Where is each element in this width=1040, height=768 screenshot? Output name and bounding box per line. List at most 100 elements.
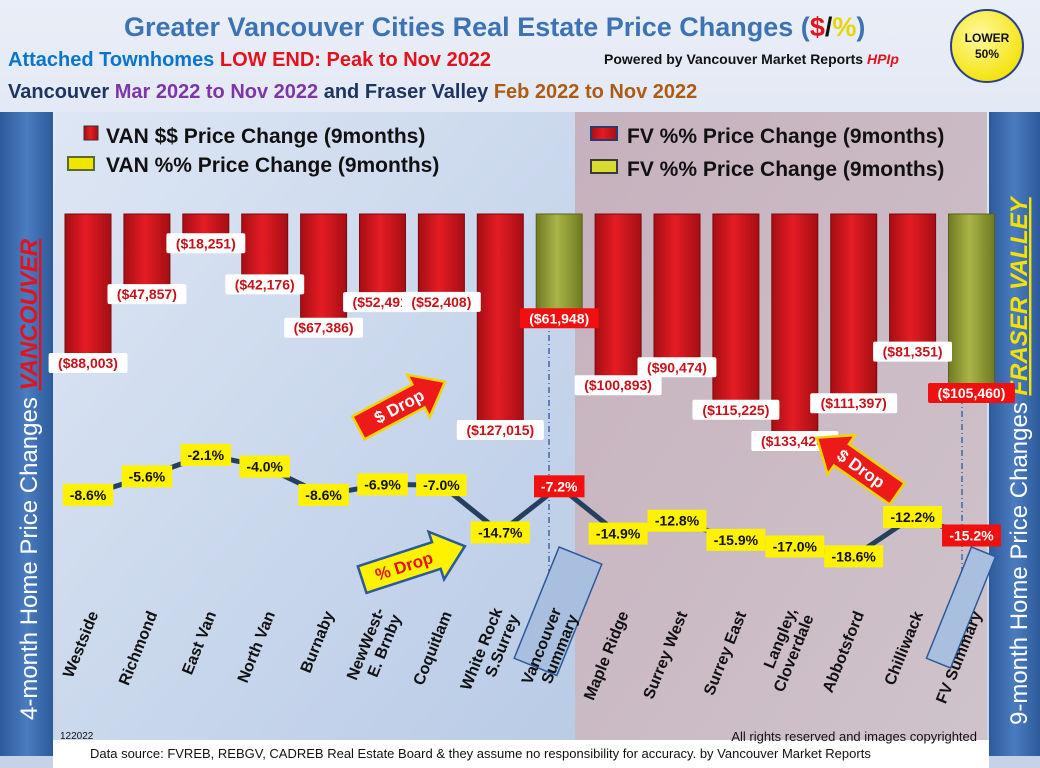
bar-white-rock-s-surrey [476,213,524,433]
percent-label-burnaby: -8.6% [298,483,349,506]
dollar-label-coquitlam: ($52,408) [401,291,481,312]
right-side-title: 9-month Home Price Changes FRASER VALLEY [1006,195,1033,725]
bar-surrey-east [712,213,760,413]
dollar-label-vancouver-summary: ($61,948) [519,308,599,329]
percent-value-fv-summary: -15.2% [949,528,994,544]
bar-richmond [123,213,171,297]
dollar-bars [64,213,995,444]
bar-chilliwack [889,213,937,355]
footer-code: 122022 [60,731,94,742]
percent-label-chilliwack: -12.2% [883,506,943,528]
percent-label-surrey-east: -15.9% [706,528,766,551]
legend-swatch-van-pct [67,156,95,171]
subtitle-periods: Vancouver Mar 2022 to Nov 2022 and Frase… [8,81,697,103]
bar-fv-summary [948,213,995,396]
percent-value-vancouver-summary: -7.2% [541,478,578,494]
percent-label-westside: -8.6% [62,483,114,506]
dollar-label-surrey-west: ($90,474) [637,357,717,378]
bar-maple-ridge [594,213,642,388]
badge-line2: 50% [975,47,999,61]
dollar-value-white-rock-s-surrey: ($127,015) [466,422,534,438]
percent-label-vancouver-summary: -7.2% [534,475,585,498]
percent-value-north-van: -4.0% [246,459,283,475]
percent-value-westside: -8.6% [70,487,107,503]
percent-value-richmond: -5.6% [129,468,166,484]
bar-vancouver-summary [535,213,583,321]
percent-label-newwest-e-brnby: -6.9% [357,473,408,496]
dollar-value-maple-ridge: ($100,893) [584,377,652,393]
dollar-label-white-rock-s-surrey: ($127,015) [456,420,544,440]
dollar-label-east-van: ($18,251) [166,233,246,254]
percent-value-east-van: -2.1% [188,447,225,463]
percent-label-east-van: -2.1% [180,443,232,466]
dollar-label-richmond: ($47,857) [107,284,187,305]
bar-abbotsford [830,213,878,406]
footer-rights: All rights reserved and images copyright… [731,729,977,744]
percent-value-surrey-west: -12.8% [655,513,700,529]
percent-value-coquitlam: -7.0% [423,477,460,493]
dollar-value-westside: ($88,003) [58,355,118,371]
percent-label-fv-summary: -15.2% [942,524,1001,547]
percent-label-abbotsford: -18.6% [824,545,884,568]
bar-newwest-e-brnby [359,213,406,305]
dollar-value-chilliwack: ($81,351) [883,344,943,360]
percent-label-richmond: -5.6% [121,465,173,488]
percent-value-surrey-east: -15.9% [714,532,759,548]
right-side-panel [989,112,1040,756]
dollar-label-maple-ridge: ($100,893) [574,375,662,396]
footer-strip [53,740,989,768]
percent-value-maple-ridge: -14.9% [596,526,641,542]
percent-label-north-van: -4.0% [239,455,290,478]
bar-westside [64,213,112,366]
lower-50-badge: LOWER 50% [950,9,1024,83]
bar-surrey-west [653,213,701,370]
dollar-label-chilliwack: ($81,351) [873,341,952,362]
dollar-label-westside: ($88,003) [48,353,128,373]
legend-van-dollar: VAN $$ Price Change (9months) [106,125,425,148]
legend-fv-pct: FV %% Price Change (9months) [627,158,944,181]
powered-by: Powered by Vancouver Market Reports HPIp [604,51,899,67]
dollar-value-abbotsford: ($111,397) [821,395,887,411]
dollar-value-burnaby: ($67,386) [294,320,354,336]
dollar-label-surrey-east: ($115,225) [692,399,780,420]
dollar-value-north-van: ($42,176) [235,276,295,292]
percent-value-newwest-e-brnby: -6.9% [364,476,401,492]
left-side-title: 4-month Home Price Changes VANCOUVER [16,238,43,720]
percent-label-langley-cloverdale: -17.0% [765,535,825,558]
legend-swatch-fv-dollar [590,126,618,141]
bar-burnaby [300,213,348,331]
subtitle-property-type: Attached Townhomes LOW END: Peak to Nov … [8,49,491,71]
legend-fv-dollar: FV %% Price Change (9months) [627,125,944,148]
percent-value-chilliwack: -12.2% [890,509,935,525]
chart-title: Greater Vancouver Cities Real Estate Pri… [124,12,865,42]
percent-labels: -8.6% -5.6% -2.1% -4.0% -8.6% -6.9% -7.0% -14.7… [62,443,1001,568]
bar-north-van [241,213,289,287]
dollar-value-vancouver-summary: ($61,948) [529,310,589,326]
dollar-labels: ($88,003) ($47,857) ($18,251) ($42,176) ($67… [48,233,1015,451]
percent-label-white-rock-s-surrey: -14.7% [470,521,530,544]
dollar-value-surrey-east: ($115,225) [702,402,769,418]
dollar-label-abbotsford: ($111,397) [810,393,898,414]
dollar-value-langley-cloverdale: ($133,423) [761,433,829,449]
footer-source: Data source: FVREB, REBGV, CADREB Real E… [90,746,871,761]
dollar-value-fv-summary: ($105,460) [938,385,1006,401]
percent-label-surrey-west: -12.8% [647,509,707,532]
bar-langley-cloverdale [771,213,819,444]
dollar-label-langley-cloverdale: ($133,423) [751,431,839,451]
percent-value-white-rock-s-surrey: -14.7% [478,524,523,540]
dollar-label-burnaby: ($67,386) [284,317,364,338]
legend-swatch-van-dollar [83,125,99,141]
badge-line1: LOWER [965,31,1010,45]
percent-label-coquitlam: -7.0% [416,474,467,497]
legend-swatch-fv-pct [590,159,618,174]
percent-label-maple-ridge: -14.9% [588,522,648,545]
dollar-label-north-van: ($42,176) [225,274,305,295]
bar-coquitlam [417,213,465,305]
percent-value-langley-cloverdale: -17.0% [773,539,818,555]
left-side-panel [0,112,53,756]
dollar-value-newwest-e-brnby: ($52,491) [353,294,413,310]
percent-value-burnaby: -8.6% [305,487,342,503]
